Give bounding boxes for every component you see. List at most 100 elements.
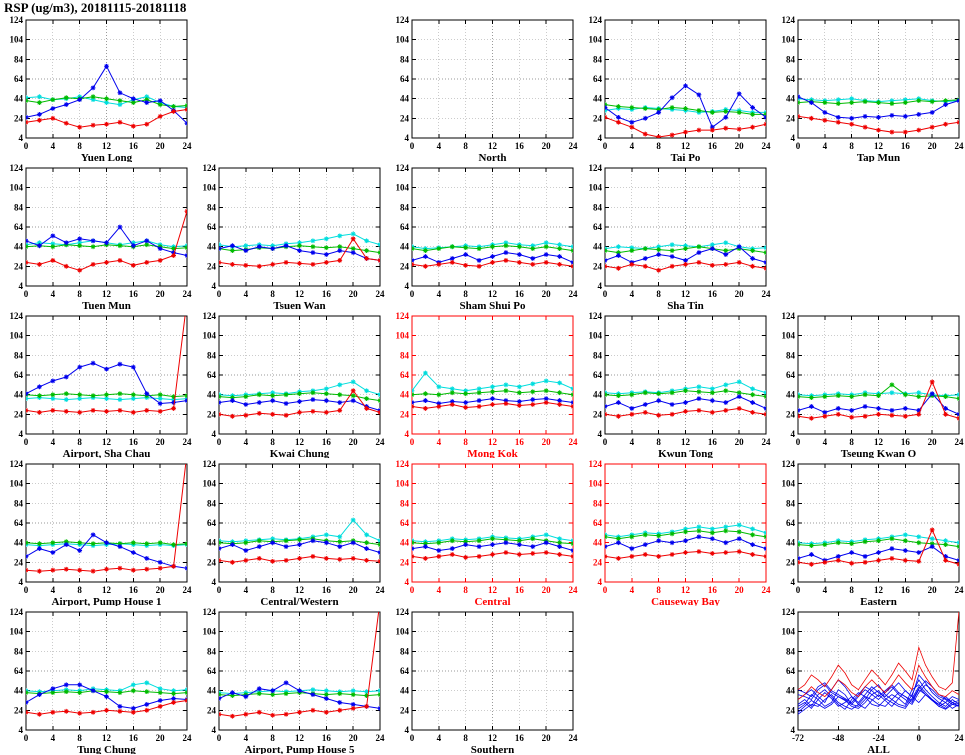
svg-text:64: 64 bbox=[400, 666, 410, 676]
svg-text:12: 12 bbox=[295, 585, 305, 595]
svg-text:8: 8 bbox=[77, 585, 82, 595]
svg-text:4: 4 bbox=[630, 437, 635, 447]
svg-text:24: 24 bbox=[786, 409, 796, 419]
svg-text:24: 24 bbox=[14, 705, 24, 715]
svg-text:4: 4 bbox=[19, 281, 24, 291]
svg-text:16: 16 bbox=[515, 733, 525, 743]
svg-text:12: 12 bbox=[102, 585, 112, 595]
svg-text:24: 24 bbox=[762, 437, 772, 447]
svg-text:4: 4 bbox=[405, 577, 410, 587]
chart-title-tuen-mun: Tuen Mun bbox=[82, 300, 131, 310]
svg-text:0: 0 bbox=[24, 289, 29, 299]
svg-text:24: 24 bbox=[786, 113, 796, 123]
svg-text:64: 64 bbox=[786, 370, 796, 380]
svg-text:124: 124 bbox=[396, 15, 410, 25]
svg-text:12: 12 bbox=[681, 141, 691, 151]
svg-text:64: 64 bbox=[400, 222, 410, 232]
svg-text:4: 4 bbox=[598, 133, 603, 143]
svg-text:0: 0 bbox=[603, 289, 608, 299]
svg-text:4: 4 bbox=[19, 725, 24, 735]
svg-text:8: 8 bbox=[656, 289, 661, 299]
svg-text:24: 24 bbox=[569, 585, 579, 595]
svg-text:124: 124 bbox=[10, 459, 24, 469]
svg-text:20: 20 bbox=[156, 437, 166, 447]
svg-text:104: 104 bbox=[396, 331, 410, 341]
svg-text:44: 44 bbox=[14, 390, 24, 400]
svg-text:24: 24 bbox=[762, 289, 772, 299]
svg-text:44: 44 bbox=[207, 242, 217, 252]
svg-text:104: 104 bbox=[203, 331, 217, 341]
svg-text:104: 104 bbox=[782, 627, 796, 637]
svg-text:44: 44 bbox=[400, 94, 410, 104]
svg-text:44: 44 bbox=[593, 538, 603, 548]
svg-text:0: 0 bbox=[796, 585, 801, 595]
svg-text:84: 84 bbox=[14, 498, 24, 508]
svg-text:24: 24 bbox=[376, 585, 386, 595]
svg-text:8: 8 bbox=[656, 141, 661, 151]
svg-text:24: 24 bbox=[183, 141, 193, 151]
chart-title-sha-tin: Sha Tin bbox=[667, 300, 704, 310]
svg-text:84: 84 bbox=[400, 646, 410, 656]
svg-text:24: 24 bbox=[14, 113, 24, 123]
svg-text:12: 12 bbox=[874, 141, 884, 151]
svg-text:-72: -72 bbox=[792, 733, 804, 743]
svg-text:24: 24 bbox=[955, 141, 965, 151]
svg-text:44: 44 bbox=[400, 390, 410, 400]
svg-text:4: 4 bbox=[791, 429, 796, 439]
svg-text:24: 24 bbox=[569, 733, 579, 743]
svg-text:4: 4 bbox=[244, 289, 249, 299]
svg-text:4: 4 bbox=[212, 577, 217, 587]
svg-text:4: 4 bbox=[437, 289, 442, 299]
svg-text:4: 4 bbox=[212, 281, 217, 291]
svg-text:4: 4 bbox=[212, 429, 217, 439]
svg-text:0: 0 bbox=[603, 585, 608, 595]
svg-text:24: 24 bbox=[400, 113, 410, 123]
svg-text:104: 104 bbox=[782, 331, 796, 341]
svg-text:4: 4 bbox=[791, 577, 796, 587]
svg-text:104: 104 bbox=[589, 35, 603, 45]
chart-title-north: North bbox=[478, 152, 506, 162]
svg-text:8: 8 bbox=[270, 437, 275, 447]
svg-text:24: 24 bbox=[400, 409, 410, 419]
svg-text:124: 124 bbox=[589, 163, 603, 173]
svg-text:0: 0 bbox=[24, 437, 29, 447]
svg-text:16: 16 bbox=[129, 733, 139, 743]
chart-title-airport-pump-house-5: Airport, Pump House 5 bbox=[245, 744, 356, 754]
svg-text:24: 24 bbox=[400, 557, 410, 567]
svg-text:12: 12 bbox=[874, 437, 884, 447]
svg-text:64: 64 bbox=[786, 518, 796, 528]
svg-text:4: 4 bbox=[244, 585, 249, 595]
svg-text:24: 24 bbox=[376, 289, 386, 299]
svg-text:16: 16 bbox=[322, 733, 332, 743]
svg-text:4: 4 bbox=[630, 289, 635, 299]
svg-text:0: 0 bbox=[217, 289, 222, 299]
svg-text:20: 20 bbox=[928, 437, 938, 447]
svg-text:12: 12 bbox=[681, 585, 691, 595]
svg-text:44: 44 bbox=[400, 686, 410, 696]
svg-text:16: 16 bbox=[708, 437, 718, 447]
svg-text:16: 16 bbox=[901, 141, 911, 151]
svg-text:104: 104 bbox=[396, 183, 410, 193]
svg-text:16: 16 bbox=[322, 437, 332, 447]
svg-text:24: 24 bbox=[183, 289, 193, 299]
chart-title-sham-shui-po: Sham Shui Po bbox=[459, 300, 526, 310]
svg-text:84: 84 bbox=[786, 54, 796, 64]
svg-text:4: 4 bbox=[791, 133, 796, 143]
svg-text:84: 84 bbox=[786, 646, 796, 656]
svg-text:84: 84 bbox=[207, 498, 217, 508]
svg-text:16: 16 bbox=[515, 141, 525, 151]
svg-text:124: 124 bbox=[782, 459, 796, 469]
svg-text:124: 124 bbox=[782, 607, 796, 617]
svg-text:44: 44 bbox=[14, 242, 24, 252]
svg-text:20: 20 bbox=[542, 289, 552, 299]
chart-title-tsuen-wan: Tsuen Wan bbox=[273, 300, 325, 310]
